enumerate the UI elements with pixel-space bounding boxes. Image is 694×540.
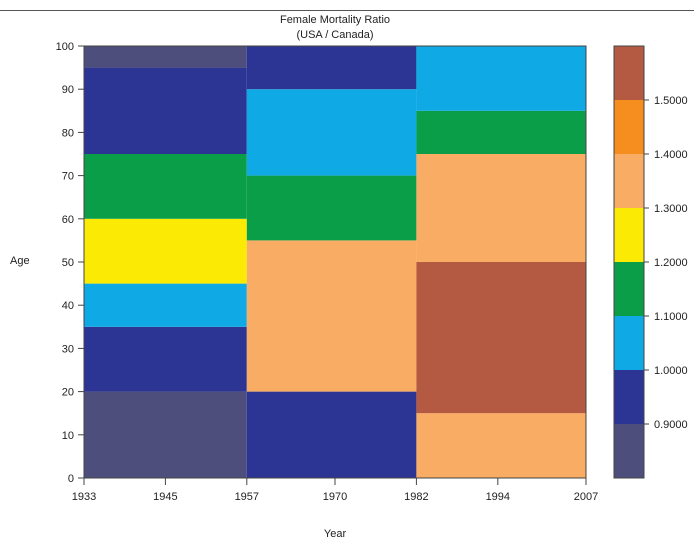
heatmap-cell-10: [246, 89, 417, 176]
x-tick-label-6: 2007: [574, 491, 598, 503]
y-axis-label: Age: [10, 255, 30, 267]
heatmap-cell-15: [416, 110, 586, 154]
legend-swatch-1: [614, 370, 644, 424]
heatmap-cell-3: [84, 218, 247, 284]
x-tick-label-1: 1945: [153, 491, 177, 503]
y-tick-label-4: 40: [62, 300, 74, 312]
heatmap-cell-2: [84, 283, 247, 327]
x-axis-label: Year: [324, 528, 347, 540]
x-tick-label-5: 1994: [486, 491, 510, 503]
legend-label-0: 0.9000: [654, 419, 688, 431]
top-rule: [0, 10, 694, 11]
y-tick-label-0: 0: [68, 473, 74, 485]
legend-label-5: 1.4000: [654, 149, 688, 161]
legend-label-6: 1.5000: [654, 95, 688, 107]
legend-label-3: 1.2000: [654, 257, 688, 269]
heatmap-cell-9: [246, 175, 417, 241]
legend-swatch-6: [614, 100, 644, 154]
y-tick-label-3: 30: [62, 343, 74, 355]
legend-swatch-0: [614, 424, 644, 478]
chart-subtitle: (USA / Canada): [296, 29, 373, 41]
legend-label-2: 1.1000: [654, 311, 688, 323]
x-tick-label-4: 1982: [404, 491, 428, 503]
heatmap-cells: [84, 46, 586, 478]
heatmap-cell-16: [416, 46, 586, 111]
heatmap-cell-1: [84, 326, 247, 392]
heatmap-cell-11: [246, 46, 417, 90]
heatmap-cell-7: [246, 391, 417, 478]
y-tick-label-10: 100: [56, 41, 74, 53]
legend-swatch-5: [614, 154, 644, 208]
heatmap-cell-4: [84, 154, 247, 219]
heatmap-cell-12: [416, 413, 586, 478]
y-tick-label-5: 50: [62, 257, 74, 269]
y-tick-label-2: 20: [62, 387, 74, 399]
legend-label-4: 1.3000: [654, 203, 688, 215]
y-tick-label-7: 70: [62, 171, 74, 183]
x-tick-label-2: 1957: [235, 491, 259, 503]
heatmap-cell-6: [84, 46, 247, 68]
y-tick-label-8: 80: [62, 127, 74, 139]
legend-label-1: 1.0000: [654, 365, 688, 377]
legend-swatch-7: [614, 46, 644, 100]
x-axis: 1933 1945 1957 1970 1982 1994 2007: [72, 478, 598, 503]
y-axis: 0 10 20 30 40 50 60 70 80 90 100: [56, 41, 84, 485]
legend-swatch-3: [614, 262, 644, 316]
heatmap-cell-5: [84, 67, 247, 154]
heatmap-cell-0: [84, 391, 247, 478]
y-tick-label-1: 10: [62, 430, 74, 442]
legend-swatch-4: [614, 208, 644, 262]
x-tick-label-0: 1933: [72, 491, 96, 503]
y-tick-label-9: 90: [62, 84, 74, 96]
heatmap-cell-8: [246, 240, 417, 392]
x-tick-label-3: 1970: [323, 491, 347, 503]
legend-swatch-2: [614, 316, 644, 370]
y-tick-label-6: 60: [62, 214, 74, 226]
heatmap-cell-13: [416, 262, 586, 414]
chart-title: Female Mortality Ratio: [280, 14, 390, 26]
color-legend: 0.9000 1.0000 1.1000 1.2000 1.3000 1.4000 1.50…: [613, 45, 688, 479]
heatmap-cell-14: [416, 154, 586, 262]
